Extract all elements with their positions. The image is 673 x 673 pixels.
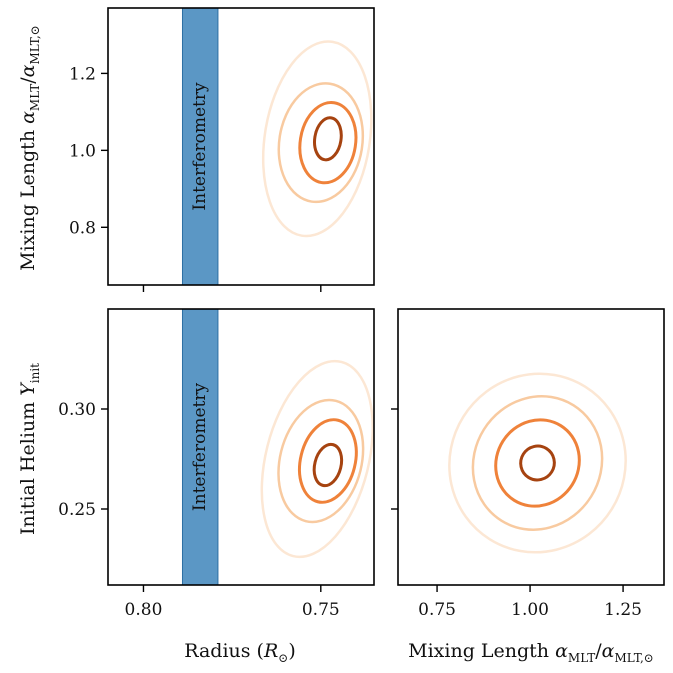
x-tick-label: 1.00	[511, 600, 549, 620]
plot-frame	[397, 308, 665, 586]
contour-third	[277, 398, 365, 524]
plot-area	[448, 372, 627, 554]
y-tick-label: 0.25	[58, 500, 96, 520]
mlt-sun-subscript-2: MLT,⊙	[614, 651, 653, 665]
y-tick-label: 1.0	[69, 141, 96, 161]
interferometry-label: Interferometry	[190, 82, 210, 211]
contour-third	[471, 395, 604, 531]
alpha-symbol-4: α	[602, 640, 615, 662]
mlt-subscript: MLT	[28, 84, 42, 111]
plot-area: Interferometry	[181, 309, 374, 585]
mlt-subscript-2: MLT	[568, 651, 595, 665]
contour-outer	[260, 359, 374, 559]
plot-area: Interferometry	[181, 8, 373, 285]
x-axis-label-mixing-length-main: Mixing Length	[408, 640, 555, 662]
y-axis-label-mixing-length: Mixing Length αMLT/αMLT,⊙	[17, 25, 42, 271]
contour-inner	[313, 116, 343, 162]
y-axis-label-mixing-length-main: Mixing Length	[17, 124, 39, 271]
contour-outer	[261, 40, 373, 238]
x-tick-label: 0.75	[302, 600, 340, 620]
sun-subscript: ⊙	[278, 651, 288, 665]
panel-radius-mixing-length: Interferometry 0.8 1.0 1.2	[69, 7, 375, 292]
plot-frame	[107, 308, 375, 586]
mlt-sun-subscript: MLT,⊙	[28, 25, 42, 64]
y-tick-label: 1.2	[69, 64, 96, 84]
x-axis-label-radius: Radius (R⊙)	[184, 640, 296, 665]
init-subscript: init	[28, 363, 42, 383]
slash-symbol: /	[17, 77, 39, 84]
contour-outer	[448, 372, 627, 554]
alpha-symbol-3: α	[555, 640, 568, 662]
panel-mixing-length-helium: 0.75 1.00 1.25	[391, 308, 665, 620]
contour-second	[298, 101, 358, 185]
contour-inner	[312, 442, 344, 488]
y-axis-label-helium: Initial Helium Yinit	[17, 363, 42, 535]
y-symbol: Y	[17, 381, 39, 396]
x-tick-label: 0.75	[418, 600, 456, 620]
y-axis-label-helium-main: Initial Helium	[17, 396, 39, 535]
x-axis-label-mixing-length: Mixing Length αMLT/αMLT,⊙	[408, 640, 654, 665]
x-axis-label-radius-end: )	[288, 640, 295, 662]
panel-radius-helium: Interferometry 0.80 0.75 0.25 0.30	[58, 308, 375, 620]
alpha-symbol: α	[17, 111, 39, 124]
interferometry-band	[181, 309, 219, 585]
contour-second	[298, 418, 358, 504]
contour-second	[494, 418, 581, 508]
x-tick-label: 0.80	[125, 600, 163, 620]
plot-frame	[107, 7, 375, 286]
x-tick-label: 1.25	[604, 600, 642, 620]
y-tick-label: 0.30	[58, 400, 96, 420]
x-axis-label-radius-main: Radius (	[184, 640, 264, 662]
r-symbol: R	[263, 640, 278, 662]
y-tick-label: 0.8	[69, 218, 96, 238]
interferometry-band	[181, 8, 219, 285]
contour-third	[277, 82, 365, 204]
interferometry-label: Interferometry	[190, 383, 210, 512]
alpha-symbol-2: α	[17, 64, 39, 77]
slash-symbol-2: /	[595, 640, 602, 662]
contour-inner	[519, 444, 556, 482]
